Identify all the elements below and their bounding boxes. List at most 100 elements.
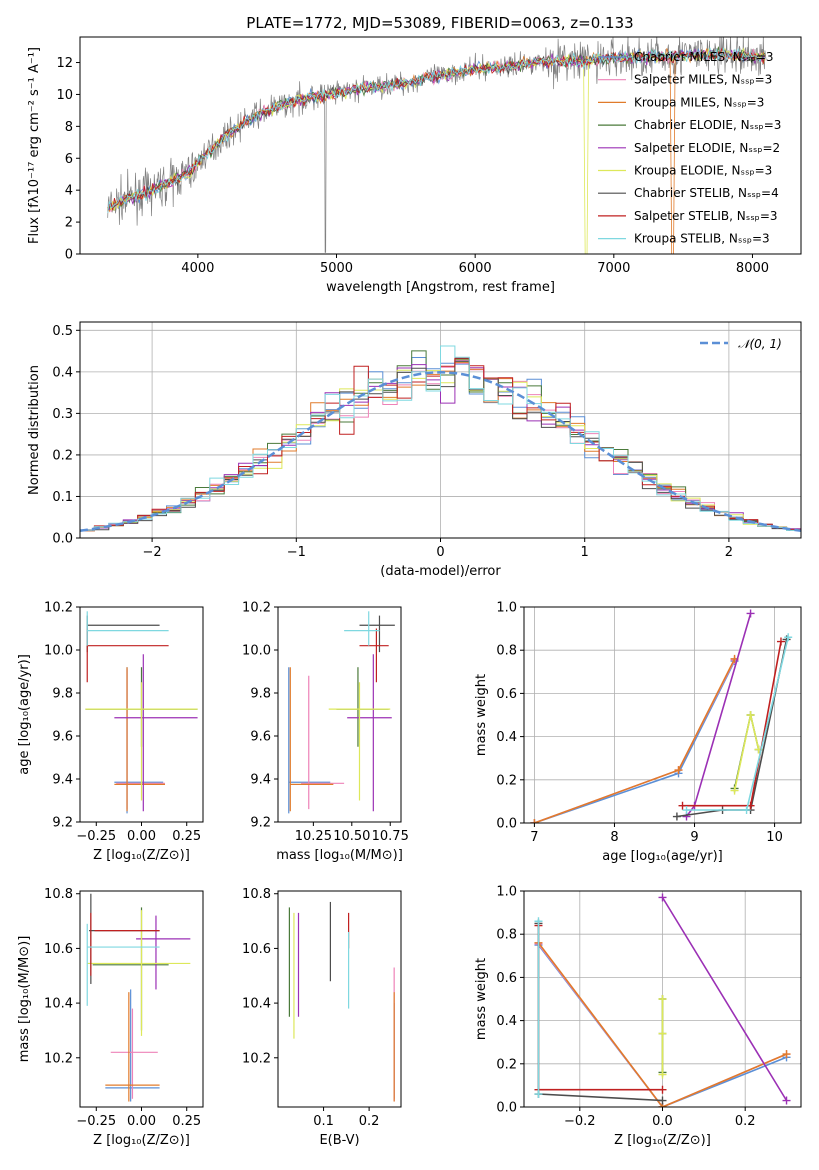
y-axis-label: Flux [fλ10⁻¹⁷ erg cm⁻² s⁻¹ A⁻¹]: [27, 47, 42, 244]
y-tick-label: 10.8: [44, 887, 73, 902]
x-tick-label: 0.00: [127, 829, 156, 844]
y-tick-label: 0.6: [496, 971, 517, 986]
legend-label: Kroupa MILES, Nₛₛₚ=3: [634, 95, 764, 109]
x-tick-label: 0.2: [735, 1114, 756, 1129]
y-tick-label: 0.2: [52, 448, 73, 463]
y-tick-label: 9.4: [250, 773, 271, 788]
residuals-axes: [76, 322, 801, 542]
series-line: [537, 942, 787, 1107]
x-tick-label: 1: [581, 545, 589, 560]
y-tick-label: 10.4: [242, 997, 271, 1012]
age-vs-Z-plot-area: [85, 611, 198, 814]
x-tick-label: 0.1: [313, 1114, 334, 1129]
y-tick-label: 0.0: [496, 1101, 517, 1116]
weight-vs-Z-plot-area: [534, 893, 791, 1107]
y-tick-label: 0.5: [52, 324, 73, 339]
x-tick-label: 8: [610, 830, 618, 845]
series-line: [534, 658, 736, 823]
age-vs-mass-axes: [274, 606, 391, 826]
normal-curve: [80, 371, 801, 532]
y-tick-label: 0: [65, 248, 73, 263]
mass-vs-Z-frame: [79, 890, 204, 1108]
x-axis-label: E(B-V): [319, 1133, 359, 1148]
y-axis-label: mass weight: [474, 674, 489, 756]
y-tick-label: 0.8: [496, 928, 517, 943]
point-marker: [658, 1085, 667, 1094]
x-tick-label: 0.25: [172, 1114, 201, 1129]
y-tick-label: 0.2: [496, 773, 517, 788]
legend-label: Chabrier STELIB, Nₛₛₚ=4: [634, 186, 779, 200]
x-tick-label: −0.25: [76, 1114, 116, 1129]
age-vs-Z-frame: [79, 606, 204, 823]
legend-label: Salpeter STELIB, Nₛₛₚ=3: [634, 209, 778, 223]
point-marker: [784, 633, 793, 642]
y-tick-label: 0.2: [496, 1057, 517, 1072]
residuals-frame: [79, 321, 802, 539]
y-axis-label: mass weight: [474, 958, 489, 1040]
point-marker: [674, 766, 683, 775]
y-tick-label: 10.2: [242, 601, 271, 616]
y-tick-label: 1.0: [496, 601, 517, 616]
y-tick-label: 10.2: [44, 601, 73, 616]
y-axis-label: age [log₁₀(age/yr)]: [17, 654, 32, 775]
x-tick-label: −1: [287, 545, 306, 560]
x-tick-label: 6000: [459, 261, 492, 276]
y-tick-label: 8: [65, 120, 73, 135]
y-tick-label: 9.6: [52, 730, 73, 745]
y-tick-label: 10.6: [242, 942, 271, 957]
x-tick-label: 4000: [181, 261, 214, 276]
residuals-plot-area: [80, 345, 801, 532]
legend-label: 𝒩(0, 1): [738, 337, 782, 351]
y-tick-label: 0.4: [496, 730, 517, 745]
spectrum-axes: [76, 62, 753, 258]
y-tick-label: 0.0: [496, 817, 517, 832]
x-tick-label: 0.00: [127, 1114, 156, 1129]
legend-label: Salpeter ELODIE, Nₛₛₚ=2: [634, 141, 780, 155]
y-tick-label: 4: [65, 184, 73, 199]
point-marker: [658, 893, 667, 902]
x-axis-label: age [log₁₀(age/yr)]: [602, 849, 723, 864]
model-spectrum-line: [107, 47, 766, 212]
point-marker: [776, 637, 785, 646]
age-vs-Z-axes: [76, 606, 188, 826]
mass-vs-EBV-frame: [277, 890, 402, 1108]
x-axis-label: mass [log₁₀(M/M⊙)]: [276, 848, 403, 863]
legend-label: Chabrier MILES, Nₛₛₚ=3: [634, 50, 774, 64]
point-marker: [530, 819, 539, 823]
x-tick-label: −0.2: [564, 1114, 596, 1129]
x-tick-label: −2: [143, 545, 162, 560]
mass-vs-Z-axes: [76, 893, 188, 1111]
y-tick-label: 9.8: [52, 687, 73, 702]
series-line: [661, 897, 788, 1101]
mass-vs-EBV-axes: [274, 893, 370, 1111]
mass-vs-EBV-plot-area: [288, 901, 395, 1102]
series-line: [685, 613, 752, 817]
y-tick-label: 2: [65, 216, 73, 231]
x-tick-label: 7000: [597, 261, 630, 276]
x-tick-label: 2: [725, 545, 733, 560]
series-line: [537, 923, 663, 1102]
histogram-step: [80, 345, 801, 531]
model-spectrum-line: [107, 47, 766, 213]
y-tick-label: 9.2: [250, 816, 271, 831]
x-axis-label: Z [log₁₀(Z/Z⊙)]: [93, 1133, 190, 1148]
weight-vs-Z-axes: [520, 890, 801, 1111]
point-marker: [658, 995, 667, 1003]
weight-vs-age-plot-area: [530, 609, 793, 823]
legend-label: Kroupa ELODIE, Nₛₛₚ=3: [634, 164, 772, 178]
y-tick-label: 12: [56, 56, 73, 71]
y-tick-label: 0.8: [496, 644, 517, 659]
weight-vs-age-frame: [523, 606, 802, 824]
legend-label: Kroupa STELIB, Nₛₛₚ=3: [634, 232, 770, 246]
figure-title: PLATE=1772, MJD=53089, FIBERID=0063, z=0…: [246, 14, 633, 32]
x-tick-label: 8000: [736, 261, 769, 276]
x-axis-label: (data-model)/error: [380, 564, 501, 579]
y-axis-label: mass [log₁₀(M/M⊙)]: [17, 936, 32, 1063]
weight-vs-Z-frame: [523, 890, 802, 1108]
point-marker: [782, 1096, 791, 1105]
y-tick-label: 0.4: [496, 1014, 517, 1029]
y-tick-label: 0.3: [52, 407, 73, 422]
y-axis-label: Normed distribution: [27, 365, 42, 495]
point-marker: [658, 1029, 667, 1038]
y-tick-label: 0.4: [52, 365, 73, 380]
